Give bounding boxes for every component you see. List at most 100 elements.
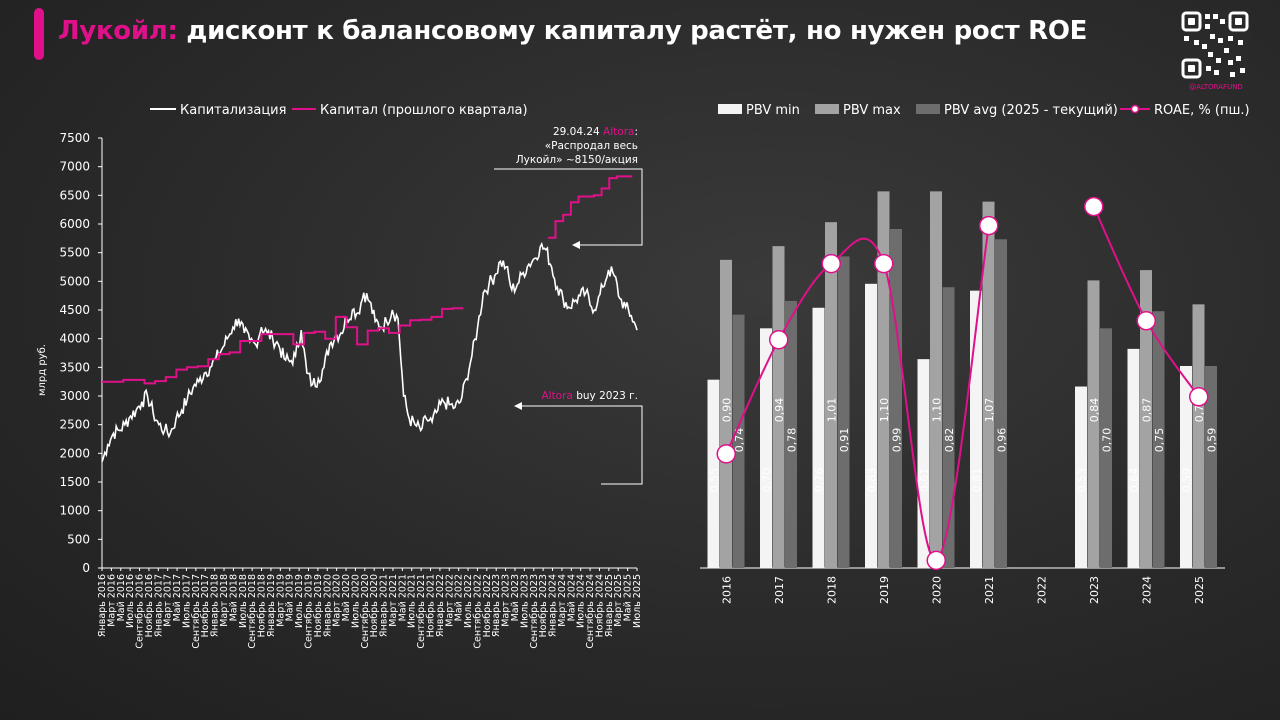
annotation-brand: Altora (603, 126, 634, 138)
left-x-tick-label: Март 2019 (275, 574, 286, 627)
left-x-tick-label: Январь 2018 (210, 574, 221, 637)
roe-point-label: 16 (825, 259, 839, 271)
legend-pbv-min-swatch (718, 104, 742, 114)
legend-pbv-min-label: PBV min (746, 103, 800, 118)
legend-roe-swatch-dot (1130, 104, 1140, 114)
left-x-tick-label: Январь 2021 (379, 574, 390, 637)
pbv-bar-data-label: 0,99 (890, 428, 903, 453)
left-x-tick-label: Июль 2023 (519, 574, 530, 628)
left-x-tick-label: Июль 2016 (125, 574, 136, 628)
pbv-bar-min (1180, 365, 1192, 568)
left-x-tick-label: Ноябрь 2017 (200, 574, 211, 637)
pbv-bar-data-label: 0,59 (1180, 468, 1193, 493)
pbv-bar-max (720, 259, 732, 568)
roe-point (1136, 310, 1156, 331)
left-x-tick-label: Май 2025 (623, 574, 634, 621)
left-y-axis-label: млрд руб. (37, 344, 48, 396)
annotation-sell-line-2: «Распродал весь (545, 140, 638, 152)
pbv-bar-data-label: 0,94 (773, 398, 786, 423)
left-x-tick-label: Январь 2016 (97, 574, 108, 637)
left-x-tick-label: Январь 2020 (322, 574, 333, 637)
pbv-bar-data-label: 1,10 (930, 398, 943, 423)
qr-code-icon (1180, 10, 1250, 80)
pbv-bar-max (772, 246, 785, 569)
right-x-tick-label: 2023 (1088, 576, 1101, 604)
right-x-tick-label: 2024 (1140, 576, 1153, 604)
roe-point-label: 13 (1140, 316, 1153, 328)
pbv-bar-data-label: 0,81 (970, 468, 983, 493)
left-x-tick-label: Сентябрь 2021 (416, 574, 427, 649)
left-y-tick-label: 6000 (59, 217, 90, 231)
left-y-tick-label: 1000 (59, 504, 90, 518)
left-x-tick-label: Январь 2025 (604, 574, 615, 637)
right-x-tick-label: 2017 (773, 576, 786, 604)
pbv-bar-min (812, 307, 825, 568)
pbv-bar-avg (732, 314, 745, 568)
left-x-tick-label: Май 2018 (228, 574, 239, 621)
page-title: Лукойл: дисконт к балансовому капиталу р… (58, 16, 1087, 46)
pbv-bar-min (917, 359, 930, 568)
left-x-tick-label: Июль 2020 (350, 574, 361, 628)
pbv-bar-data-label: 0,59 (1205, 428, 1218, 453)
legend-roe-label: ROAE, % (пш.) (1154, 103, 1250, 118)
page-title-accent: Лукойл: (58, 16, 178, 46)
legend-pbv-max-swatch (815, 104, 839, 114)
left-x-tick-label: Июль 2024 (576, 574, 587, 628)
left-x-tick-label: Сентябрь 2024 (585, 574, 596, 649)
left-x-tick-label: Июль 2017 (181, 574, 192, 628)
pbv-bar-data-label: 0,53 (1075, 468, 1088, 493)
left-y-tick-label: 4500 (59, 303, 90, 317)
left-x-tick-label: Май 2016 (116, 574, 127, 621)
pbv-bar-data-label: 0,91 (838, 428, 851, 453)
pbv-bar-avg (942, 287, 955, 568)
left-x-tick-label: Июль 2021 (407, 574, 418, 628)
roe-point-label: 0,4 (928, 555, 945, 567)
annotation-sell-leader (494, 168, 643, 246)
legend-pbv-avg-label: PBV avg (2025 - текущий) (944, 103, 1118, 118)
pbv-bar-data-label: 0,87 (1140, 398, 1153, 423)
left-y-tick-label: 3500 (59, 360, 90, 374)
legend-capital-label: Капитал (прошлого квартала) (320, 103, 528, 118)
left-x-tick-label: Май 2022 (454, 574, 465, 621)
left-x-tick-label: Ноябрь 2020 (369, 574, 380, 637)
left-x-tick-label: Май 2021 (397, 574, 408, 621)
left-x-tick-label: Ноябрь 2019 (313, 574, 324, 637)
pbv-bar-max (1087, 280, 1100, 568)
pbv-bar-data-label: 0,61 (918, 468, 931, 493)
annotation-buy-brand: Altora (541, 390, 572, 402)
pbv-bar-data-label: 0,82 (943, 428, 956, 453)
left-x-tick-label: Май 2019 (285, 574, 296, 621)
pbv-bar-data-label: 0,96 (995, 428, 1008, 453)
left-y-tick-label: 2000 (59, 446, 90, 460)
left-x-tick-label: Май 2024 (566, 574, 577, 621)
left-x-tick-label: Январь 2017 (153, 574, 164, 637)
left-x-tick-label: Март 2021 (388, 574, 399, 627)
left-x-tick-label: Март 2016 (106, 574, 117, 627)
left-x-tick-label: Январь 2019 (266, 574, 277, 637)
right-x-tick-label: 2020 (930, 576, 943, 604)
annotation-buy-label: Altora buy 2023 г. (541, 390, 638, 402)
pbv-bar-avg (1152, 311, 1165, 568)
left-x-tick-label: Май 2017 (172, 574, 183, 621)
page-title-rest: дисконт к балансовому капиталу растёт, н… (177, 16, 1088, 46)
annotation-buy-arrowhead (514, 402, 522, 410)
roe-point (821, 253, 841, 274)
annotation-buy-leader (520, 405, 643, 485)
left-x-tick-label: Сентябрь 2017 (191, 574, 202, 649)
left-x-tick-label: Июль 2018 (238, 574, 249, 628)
brand-handle: @ALTORAFUND (1189, 83, 1243, 91)
left-y-tick-label: 500 (67, 532, 90, 546)
annotation-date: 29.04.24 (553, 126, 603, 138)
left-x-tick-label: Сентябрь 2018 (247, 574, 258, 649)
left-y-tick-label: 1500 (59, 475, 90, 489)
left-x-tick-label: Январь 2022 (435, 574, 446, 637)
left-y-tick-label: 7000 (59, 160, 90, 174)
capitalization-line (101, 241, 638, 463)
left-x-tick-label: Сентябрь 2019 (303, 574, 314, 649)
roe-point (979, 215, 999, 236)
left-x-tick-label: Сентябрь 2016 (135, 574, 146, 649)
roe-point (769, 329, 789, 350)
pbv-bar-data-label: 0,84 (1088, 398, 1101, 423)
roe-point-label: 6 (723, 449, 730, 461)
pbv-bar-data-label: 0,90 (720, 398, 733, 423)
